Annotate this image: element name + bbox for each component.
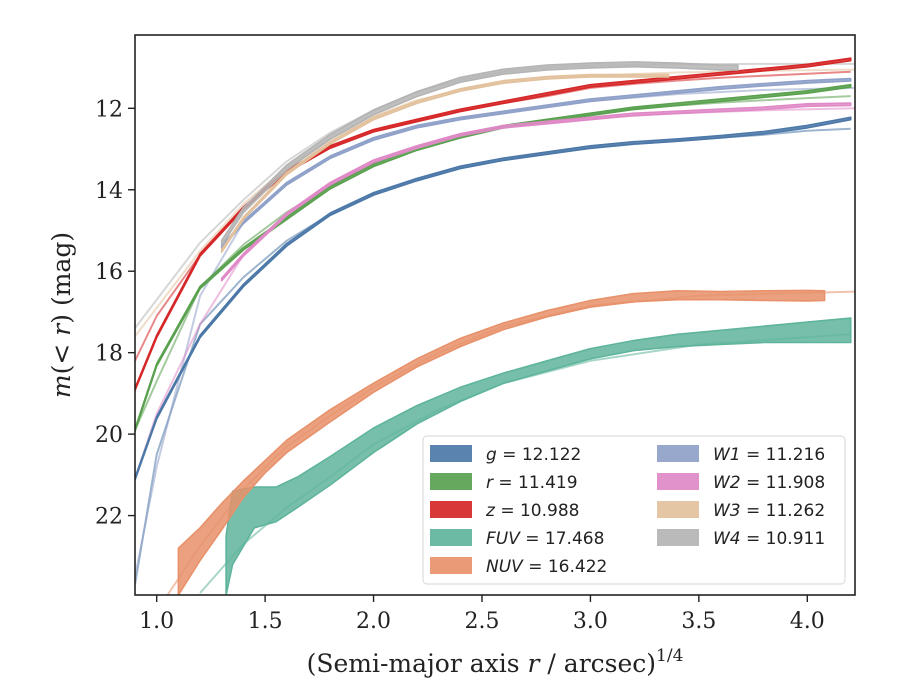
legend-swatch [430, 445, 472, 462]
x-tick-label: 3.0 [573, 609, 608, 634]
y-axis: 12 14 16 18 20 22 [95, 97, 135, 530]
data-bands [135, 57, 852, 595]
legend-swatch [657, 445, 699, 462]
y-tick-label: 18 [95, 342, 123, 367]
x-tick-label: 2.5 [464, 609, 499, 634]
legend-label: z = 10.988 [485, 501, 579, 521]
band-w1 [220, 77, 852, 249]
legend-swatch [430, 557, 472, 574]
band-w3 [220, 73, 670, 253]
legend-label: W4 = 10.911 [713, 529, 825, 549]
legend: g = 12.122 r = 11.419 z = 10.988 FUV = 17.4… [422, 435, 846, 585]
legend-entry-z: z = 10.988 [430, 501, 579, 521]
x-tick-label: 4.0 [790, 609, 825, 634]
x-tick-label: 3.5 [681, 609, 716, 634]
x-tick-label: 1.0 [139, 609, 174, 634]
legend-label: g = 12.122 [486, 445, 581, 465]
band-r [135, 83, 852, 433]
legend-label: FUV = 17.468 [486, 529, 604, 549]
band-g [135, 116, 852, 481]
legend-label: r = 11.419 [486, 473, 578, 493]
legend-swatch [430, 473, 472, 490]
x-axis: 1.0 1.5 2.0 2.5 3.0 3.5 4.0 [139, 595, 825, 634]
legend-entry-fuv: FUV = 17.468 [430, 529, 604, 549]
y-axis-label: m(< r) (mag) [47, 232, 76, 398]
legend-entry-w1: W1 = 11.216 [657, 445, 825, 465]
x-tick-label: 2.0 [356, 609, 391, 634]
legend-box [422, 435, 846, 585]
legend-swatch [430, 529, 472, 546]
legend-label: NUV = 16.422 [486, 557, 607, 577]
x-axis-label: (Semi-major axis r / arcsec)1/4 [307, 646, 684, 678]
legend-label: W1 = 11.216 [713, 445, 825, 465]
band-fuv [225, 317, 852, 595]
legend-entry-w4: W4 = 10.911 [657, 529, 825, 549]
x-tick-label: 1.5 [248, 609, 283, 634]
y-tick-label: 20 [95, 423, 123, 448]
legend-label: W3 = 11.262 [713, 501, 825, 521]
band-w4 [220, 61, 739, 246]
y-tick-label: 16 [95, 260, 123, 285]
band-z [135, 57, 852, 392]
plot-area [135, 57, 855, 595]
legend-swatch [657, 473, 699, 490]
legend-label: W2 = 11.908 [713, 473, 825, 493]
band-nuv [177, 289, 826, 595]
legend-swatch [657, 501, 699, 518]
legend-entry-nuv: NUV = 16.422 [430, 557, 607, 577]
y-tick-label: 12 [95, 97, 123, 122]
legend-entry-r: r = 11.419 [430, 473, 578, 493]
legend-swatch [657, 529, 699, 546]
plot-frame [134, 34, 856, 596]
legend-entry-g: g = 12.122 [430, 445, 581, 465]
legend-entry-w2: W2 = 11.908 [657, 473, 825, 493]
band-w2 [220, 102, 852, 282]
y-tick-label: 22 [95, 505, 123, 530]
legend-entry-w3: W3 = 11.262 [657, 501, 825, 521]
legend-swatch [430, 501, 472, 518]
y-tick-label: 14 [95, 179, 123, 204]
